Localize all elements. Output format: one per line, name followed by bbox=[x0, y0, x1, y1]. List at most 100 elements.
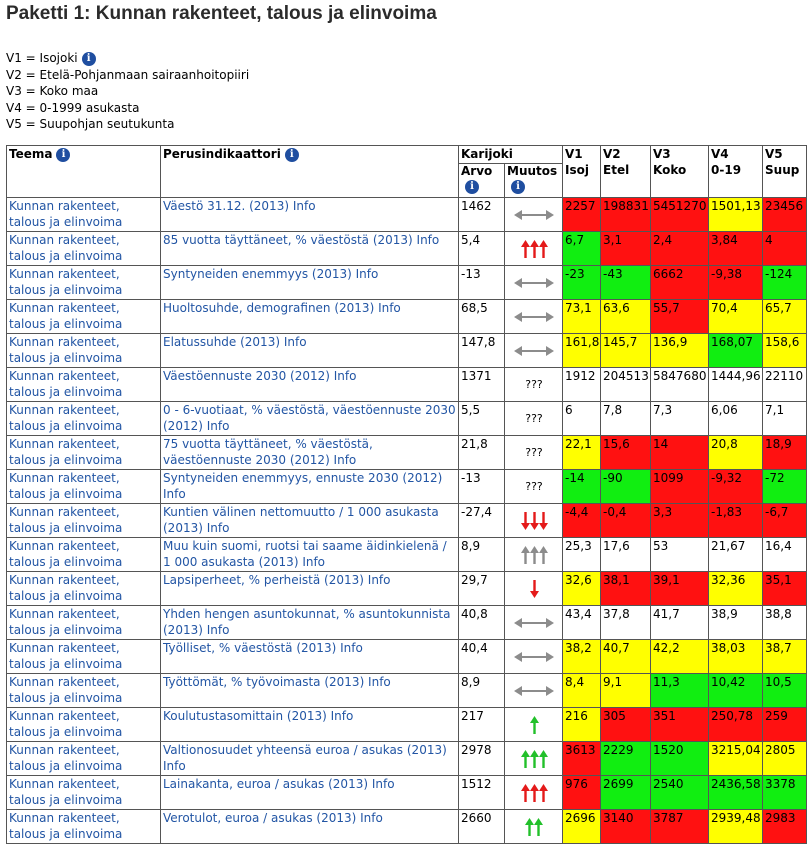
v5-value-cell: -124 bbox=[762, 265, 808, 300]
indicator-link[interactable]: Lainakanta, euroa / asukas (2013) Info bbox=[163, 777, 395, 791]
teema-link[interactable]: Kunnan rakenteet, talous ja elinvoima bbox=[9, 505, 123, 535]
indicator-link[interactable]: Muu kuin suomi, ruotsi tai saame äidinki… bbox=[163, 539, 447, 569]
indicator-link[interactable]: Verotulot, euroa / asukas (2013) Info bbox=[163, 811, 383, 825]
teema-link[interactable]: Kunnan rakenteet, talous ja elinvoima bbox=[9, 777, 123, 807]
teema-link[interactable]: Kunnan rakenteet, talous ja elinvoima bbox=[9, 403, 123, 433]
indicator-link[interactable]: Työlliset, % väestöstä (2013) Info bbox=[163, 641, 363, 655]
v3-value-cell: 55,7 bbox=[650, 299, 710, 334]
v3-value-cell: 2540 bbox=[650, 775, 710, 810]
indicator-link[interactable]: Syntyneiden enemmyys (2013) Info bbox=[163, 267, 379, 281]
v2-value-cell: 40,7 bbox=[600, 639, 652, 674]
v4-value-cell: 250,78 bbox=[708, 707, 764, 742]
indicator-link[interactable]: Syntyneiden enemmyys, ennuste 2030 (2012… bbox=[163, 471, 443, 501]
v3-value-cell: 5451270 bbox=[650, 197, 710, 232]
muutos-unknown: ??? bbox=[525, 378, 543, 391]
teema-cell: Kunnan rakenteet, talous ja elinvoima bbox=[6, 605, 161, 640]
table-row: Kunnan rakenteet, talous ja elinvoima 0 -… bbox=[6, 401, 808, 436]
indicator-cell: Yhden hengen asuntokunnat, % asuntokunni… bbox=[160, 605, 459, 640]
info-icon[interactable]: i bbox=[81, 52, 96, 66]
v1-value-cell: 2257 bbox=[562, 197, 602, 232]
indicator-link[interactable]: 85 vuotta täyttäneet, % väestöstä (2013)… bbox=[163, 233, 440, 247]
info-icon[interactable]: i bbox=[465, 180, 479, 194]
v1-value-cell: 38,2 bbox=[562, 639, 602, 674]
v2-value-cell: 145,7 bbox=[600, 333, 652, 368]
table-row: Kunnan rakenteet, talous ja elinvoima Ela… bbox=[6, 333, 808, 368]
teema-link[interactable]: Kunnan rakenteet, talous ja elinvoima bbox=[9, 811, 123, 841]
v3-value-cell: 1099 bbox=[650, 469, 710, 504]
indicator-link[interactable]: 0 - 6-vuotiaat, % väestöstä, väestöennus… bbox=[163, 403, 456, 433]
v5-value-cell: 3378 bbox=[762, 775, 808, 810]
teema-link[interactable]: Kunnan rakenteet, talous ja elinvoima bbox=[9, 267, 123, 297]
v5-value-cell: 2805 bbox=[762, 741, 808, 776]
teema-link[interactable]: Kunnan rakenteet, talous ja elinvoima bbox=[9, 743, 123, 773]
teema-link[interactable]: Kunnan rakenteet, talous ja elinvoima bbox=[9, 607, 123, 637]
arvo-cell: 1462 bbox=[458, 197, 505, 232]
teema-cell: Kunnan rakenteet, talous ja elinvoima bbox=[6, 809, 161, 844]
teema-link[interactable]: Kunnan rakenteet, talous ja elinvoima bbox=[9, 335, 123, 365]
v4-value-cell: 3,84 bbox=[708, 231, 764, 266]
indicator-link[interactable]: Työttömät, % työvoimasta (2013) Info bbox=[163, 675, 391, 689]
v4-value-cell: 6,06 bbox=[708, 401, 764, 436]
teema-cell: Kunnan rakenteet, talous ja elinvoima bbox=[6, 537, 161, 572]
up-arrow-icon bbox=[520, 239, 548, 258]
teema-link[interactable]: Kunnan rakenteet, talous ja elinvoima bbox=[9, 539, 123, 569]
v1-value-cell: 2696 bbox=[562, 809, 602, 844]
table-row: Kunnan rakenteet, talous ja elinvoima 75 … bbox=[6, 435, 808, 470]
teema-link[interactable]: Kunnan rakenteet, talous ja elinvoima bbox=[9, 437, 123, 467]
v5-value-cell: 7,1 bbox=[762, 401, 808, 436]
arvo-cell: 2978 bbox=[458, 741, 505, 776]
v4-value-cell: -9,38 bbox=[708, 265, 764, 300]
indicator-cell: Elatussuhde (2013) Info bbox=[160, 333, 459, 368]
arvo-cell: 40,8 bbox=[458, 605, 505, 640]
v1-value-cell: -23 bbox=[562, 265, 602, 300]
indicator-link[interactable]: Koulutustasomittain (2013) Info bbox=[163, 709, 354, 723]
indicator-cell: 0 - 6-vuotiaat, % väestöstä, väestöennus… bbox=[160, 401, 459, 436]
teema-cell: Kunnan rakenteet, talous ja elinvoima bbox=[6, 299, 161, 334]
info-icon[interactable]: i bbox=[56, 148, 71, 162]
indicator-link[interactable]: Elatussuhde (2013) Info bbox=[163, 335, 307, 349]
teema-link[interactable]: Kunnan rakenteet, talous ja elinvoima bbox=[9, 641, 123, 671]
teema-link[interactable]: Kunnan rakenteet, talous ja elinvoima bbox=[9, 675, 123, 705]
indicator-cell: Väestö 31.12. (2013) Info bbox=[160, 197, 459, 232]
legend-item-text: V5 = Suupohjan seutukunta bbox=[6, 117, 175, 131]
header-v4-code: V4 bbox=[711, 147, 729, 161]
no-change-arrow-icon bbox=[514, 277, 554, 288]
indicator-link[interactable]: Lapsiperheet, % perheistä (2013) Info bbox=[163, 573, 391, 587]
indicator-link[interactable]: Yhden hengen asuntokunnat, % asuntokunni… bbox=[163, 607, 451, 637]
arvo-cell: 147,8 bbox=[458, 333, 505, 368]
v5-value-cell: 259 bbox=[762, 707, 808, 742]
indicator-link[interactable]: Valtionosuudet yhteensä euroa / asukas (… bbox=[163, 743, 447, 773]
teema-link[interactable]: Kunnan rakenteet, talous ja elinvoima bbox=[9, 233, 123, 263]
table-row: Kunnan rakenteet, talous ja elinvoima Työ… bbox=[6, 639, 808, 674]
teema-link[interactable]: Kunnan rakenteet, talous ja elinvoima bbox=[9, 471, 123, 501]
v4-value-cell: 21,67 bbox=[708, 537, 764, 572]
table-row: Kunnan rakenteet, talous ja elinvoima Väe… bbox=[6, 367, 808, 402]
info-icon[interactable]: i bbox=[511, 180, 525, 194]
teema-cell: Kunnan rakenteet, talous ja elinvoima bbox=[6, 571, 161, 606]
indicator-link[interactable]: Väestöennuste 2030 (2012) Info bbox=[163, 369, 357, 383]
teema-link[interactable]: Kunnan rakenteet, talous ja elinvoima bbox=[9, 301, 123, 331]
indicator-link[interactable]: Huoltosuhde, demografinen (2013) Info bbox=[163, 301, 401, 315]
legend-item: V1 = Isojoki i bbox=[6, 50, 249, 67]
header-arvo-label: Arvo bbox=[461, 164, 493, 179]
indicator-link[interactable]: Väestö 31.12. (2013) Info bbox=[163, 199, 316, 213]
indicator-cell: Valtionosuudet yhteensä euroa / asukas (… bbox=[160, 741, 459, 776]
teema-cell: Kunnan rakenteet, talous ja elinvoima bbox=[6, 639, 161, 674]
arvo-cell: 68,5 bbox=[458, 299, 505, 334]
teema-link[interactable]: Kunnan rakenteet, talous ja elinvoima bbox=[9, 199, 123, 229]
table-row: Kunnan rakenteet, talous ja elinvoima Muu… bbox=[6, 537, 808, 572]
header-muutos-label: Muutos bbox=[507, 164, 558, 179]
info-icon[interactable]: i bbox=[284, 148, 299, 162]
arvo-cell: 5,5 bbox=[458, 401, 505, 436]
header-muutos: Muutos i bbox=[503, 163, 564, 198]
indicator-link[interactable]: 75 vuotta täyttäneet, % väestöstä, väest… bbox=[163, 437, 373, 467]
no-change-arrow-icon bbox=[514, 209, 554, 220]
v1-value-cell: 161,8 bbox=[562, 333, 602, 368]
muutos-cell bbox=[503, 503, 564, 538]
v2-value-cell: 2699 bbox=[600, 775, 652, 810]
teema-link[interactable]: Kunnan rakenteet, talous ja elinvoima bbox=[9, 369, 123, 399]
teema-link[interactable]: Kunnan rakenteet, talous ja elinvoima bbox=[9, 573, 123, 603]
teema-link[interactable]: Kunnan rakenteet, talous ja elinvoima bbox=[9, 709, 123, 739]
header-v4: V4 0-19 bbox=[708, 145, 764, 198]
indicator-link[interactable]: Kuntien välinen nettomuutto / 1 000 asuk… bbox=[163, 505, 439, 535]
